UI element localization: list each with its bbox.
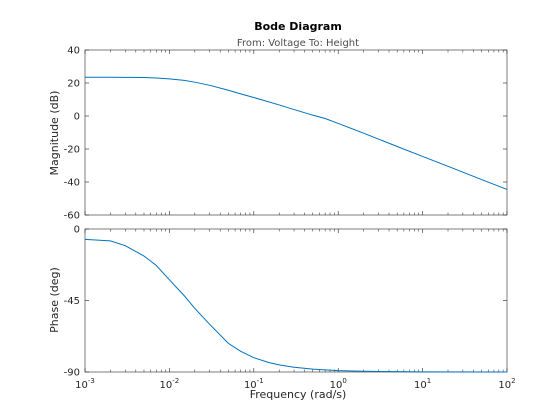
x-tick-label: 101 xyxy=(414,377,431,391)
y-tick-label: -20 xyxy=(64,145,80,156)
x-tick-label: 100 xyxy=(330,377,347,391)
x-tick-labels: 10-3 10-2 10-1 100 101 102 xyxy=(75,377,515,391)
y-tick-label: 0 xyxy=(74,225,80,236)
phase-panel: 0 -45 -90 Phase (deg) xyxy=(48,225,508,379)
y-tick-label: -40 xyxy=(64,178,80,189)
phase-y-axis-label: Phase (deg) xyxy=(48,267,61,333)
magnitude-axes-box xyxy=(84,49,508,216)
phase-axes-box xyxy=(84,228,508,373)
phase-curve xyxy=(84,238,508,373)
chart-subtitle: From: Voltage To: Height xyxy=(237,38,359,49)
magnitude-ticks: 40 20 0 -20 -40 -60 xyxy=(64,46,508,222)
magnitude-panel: 40 20 0 -20 -40 -60 Magnitude (dB) xyxy=(48,46,508,222)
x-tick-label: 102 xyxy=(498,377,515,391)
y-tick-label: 0 xyxy=(74,112,80,123)
y-tick-label: -45 xyxy=(64,296,80,307)
x-tick-label: 10-2 xyxy=(160,377,180,391)
magnitude-curve xyxy=(85,76,508,190)
x-tick-label: 10-1 xyxy=(244,377,264,391)
x-axis-label: Frequency (rad/s) xyxy=(250,388,347,401)
y-tick-label: -60 xyxy=(64,211,80,222)
magnitude-y-axis-label: Magnitude (dB) xyxy=(48,91,61,176)
x-tick-label: 10-3 xyxy=(75,377,95,391)
chart-title: Bode Diagram xyxy=(254,20,342,33)
y-tick-label: 20 xyxy=(67,79,80,90)
y-tick-label: -90 xyxy=(64,368,80,379)
phase-ticks: 0 -45 -90 xyxy=(64,225,508,379)
y-tick-label: 40 xyxy=(67,46,80,57)
